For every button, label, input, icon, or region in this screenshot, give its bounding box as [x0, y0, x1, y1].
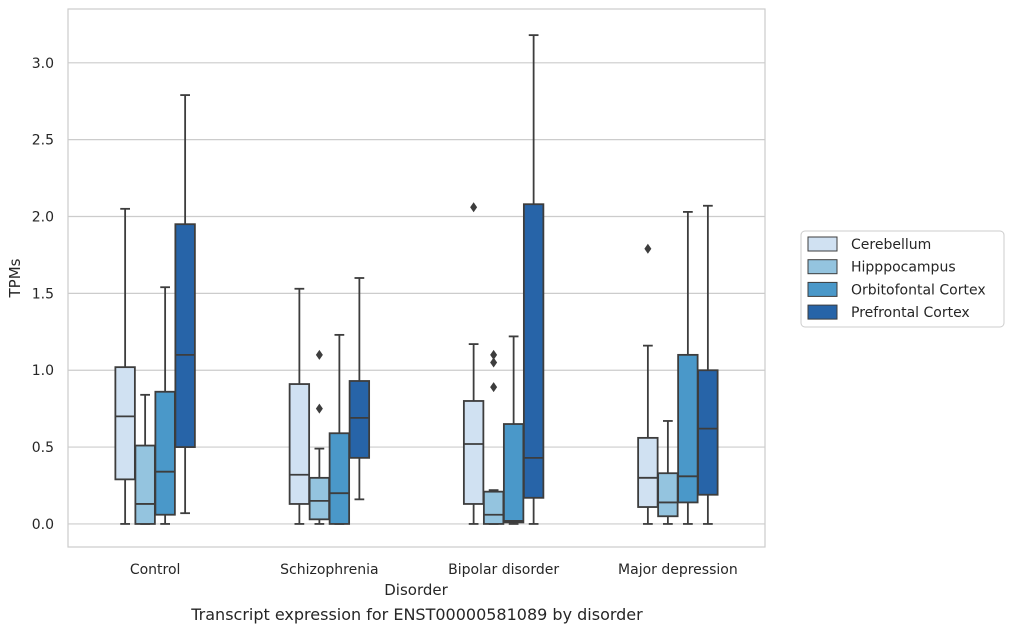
iqr-box	[677, 353, 699, 504]
box-hipppocampus	[657, 420, 679, 525]
outlier-point	[644, 243, 652, 254]
iqr-box	[114, 366, 136, 481]
box-orbitofontal-cortex	[677, 211, 699, 525]
box-hipppocampus	[482, 349, 505, 525]
iqr-box	[657, 472, 679, 518]
x-tick-label: Schizophrenia	[280, 562, 378, 578]
legend-label: Cerebellum	[851, 237, 931, 253]
box-hipppocampus	[134, 393, 156, 525]
x-tick-label: Bipolar disorder	[448, 562, 559, 578]
y-axis: 0.0 0.5 1.0 1.5 2.0 2.5 3.0	[32, 56, 54, 533]
legend-swatch	[807, 259, 838, 275]
outlier-point	[470, 202, 478, 213]
box-prefrontal-cortex	[522, 34, 545, 525]
x-tick-label: Major depression	[618, 562, 738, 578]
x-axis: Control Schizophrenia Bipolar disorder Majo…	[130, 562, 738, 578]
y-tick-label: 0.0	[32, 517, 54, 533]
legend-swatch	[807, 304, 838, 320]
y-axis-label: TPMs	[6, 258, 24, 298]
box-orbitofontal-cortex	[154, 286, 176, 525]
iqr-box	[134, 444, 156, 525]
legend-swatch	[807, 281, 838, 297]
iqr-box	[348, 380, 371, 459]
box-orbitofontal-cortex	[328, 333, 351, 525]
box-cerebellum	[637, 243, 659, 525]
plot-area	[114, 34, 719, 525]
legend-swatch	[807, 236, 838, 252]
iqr-box	[482, 490, 505, 525]
iqr-box	[288, 383, 311, 505]
iqr-box	[697, 369, 719, 496]
iqr-box	[502, 423, 525, 524]
iqr-box	[328, 432, 351, 525]
y-tick-label: 1.0	[32, 363, 54, 379]
outlier-point	[490, 382, 498, 393]
iqr-box	[154, 390, 176, 516]
outlier-point	[315, 349, 323, 360]
box-cerebellum	[288, 287, 311, 525]
plot-frame	[67, 8, 766, 548]
box-prefrontal-cortex	[697, 204, 719, 525]
chart-caption: Transcript expression for ENST0000058108…	[191, 605, 643, 624]
legend: Cerebellum Hipppocampus Orbitofontal Corte…	[800, 230, 1005, 328]
box-hipppocampus	[308, 349, 331, 525]
legend-label: Prefrontal Cortex	[851, 305, 970, 321]
box-prefrontal-cortex	[174, 94, 196, 515]
legend-frame	[800, 230, 1005, 328]
outlier-point	[490, 357, 498, 368]
box-cerebellum	[462, 202, 485, 525]
box-orbitofontal-cortex	[502, 335, 525, 525]
iqr-box	[462, 400, 485, 505]
iqr-box	[174, 223, 196, 448]
iqr-box	[522, 203, 545, 499]
iqr-box	[308, 476, 331, 521]
iqr-box	[637, 436, 659, 508]
legend-label: Hipppocampus	[851, 260, 956, 276]
legend-label: Orbitofontal Cortex	[851, 282, 986, 298]
y-tick-label: 2.5	[32, 133, 54, 149]
outlier-point	[490, 349, 498, 360]
box-cerebellum	[114, 207, 136, 525]
outlier-point	[315, 403, 323, 414]
y-tick-label: 0.5	[32, 440, 54, 456]
y-tick-label: 3.0	[32, 56, 54, 72]
x-axis-label: Disorder	[384, 581, 448, 599]
x-tick-label: Control	[130, 562, 181, 578]
y-tick-label: 2.0	[32, 210, 54, 226]
box-prefrontal-cortex	[348, 277, 371, 501]
y-tick-label: 1.5	[32, 286, 54, 302]
